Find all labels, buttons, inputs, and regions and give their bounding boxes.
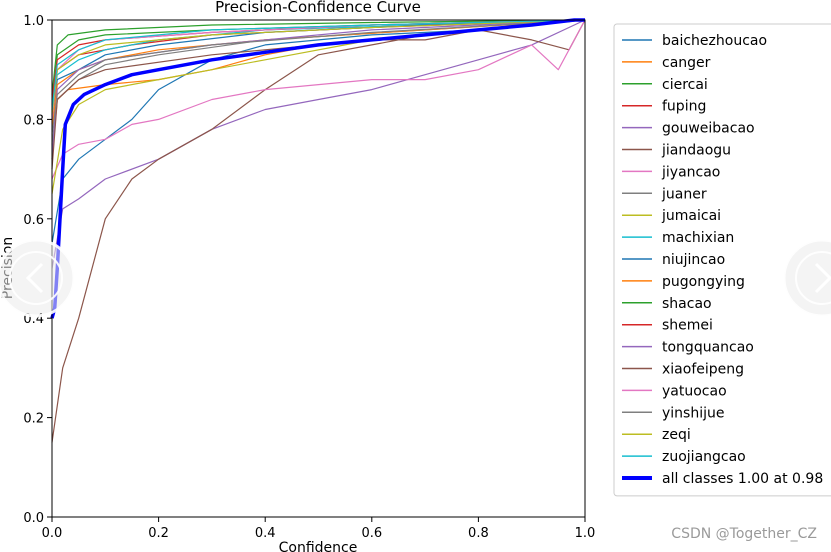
x-tick-label: 0.8 (468, 526, 489, 541)
legend-label: yinshijue (662, 405, 724, 421)
legend-label: ciercai (662, 77, 708, 93)
series-line-11 (51, 19, 586, 130)
legend-label: tongquancao (662, 340, 754, 356)
x-tick-label: 1.0 (575, 526, 596, 541)
x-tick-label: 0.2 (148, 526, 169, 541)
x-axis: 0.0 0.2 0.4 0.6 0.8 1.0 (42, 517, 596, 541)
series-line-4 (51, 19, 586, 269)
series-line-17 (51, 19, 586, 135)
chevron-left-icon (25, 262, 44, 294)
series-line-19 (51, 19, 586, 110)
chart-title: Precision-Confidence Curve (215, 0, 421, 16)
legend-label: niujincao (662, 252, 725, 268)
legend-label: pugongying (662, 274, 745, 290)
prev-image-button[interactable] (0, 238, 76, 318)
next-image-button[interactable] (782, 238, 831, 318)
legend-label: gouweibacao (662, 121, 755, 137)
y-tick-label: 1.0 (23, 14, 44, 29)
series-line-1 (51, 19, 586, 160)
x-tick-label: 0.4 (255, 526, 276, 541)
legend-frame (613, 23, 831, 497)
x-tick-label: 0.6 (361, 526, 382, 541)
legend-label: shacao (662, 296, 712, 312)
legend-label: xiaofeipeng (662, 362, 744, 378)
legend-label: yatuocao (662, 383, 727, 399)
series-line-2 (51, 19, 586, 95)
y-tick-label: 0.0 (23, 511, 44, 526)
series-line-5 (51, 19, 586, 443)
plot-area (50, 18, 586, 443)
legend-label: baichezhoucao (662, 33, 767, 49)
series-line-14 (51, 19, 586, 160)
series-line-6 (51, 19, 586, 180)
legend-label: zuojiangcao (662, 449, 746, 465)
legend-label: machixian (662, 230, 734, 246)
y-tick-label: 0.8 (23, 113, 44, 128)
series-line-0 (51, 19, 586, 244)
legend-label: shemei (662, 318, 713, 334)
legend-label: all classes 1.00 at 0.98 (662, 471, 823, 487)
legend-label: juaner (661, 186, 707, 202)
y-tick-label: 0.6 (23, 213, 44, 228)
series-line-20 (50, 18, 585, 319)
series-line-12 (51, 19, 586, 105)
x-axis-label: Confidence (279, 540, 358, 552)
watermark: CSDN @Together_CZ (671, 526, 817, 542)
legend-label: jumaicai (661, 208, 721, 224)
legend-label: jiyancao (661, 164, 720, 180)
chevron-right-icon (814, 262, 831, 294)
y-tick-label: 0.2 (23, 412, 44, 427)
legend-label: jiandaogu (661, 143, 731, 159)
x-tick-label: 0.0 (42, 526, 63, 541)
legend-label: fuping (662, 99, 706, 115)
plot-frame (51, 19, 586, 518)
legend-label: canger (662, 55, 711, 71)
legend-label: zeqi (662, 427, 691, 443)
legend: baichezhoucao canger ciercai fuping gouweiba… (613, 23, 831, 497)
